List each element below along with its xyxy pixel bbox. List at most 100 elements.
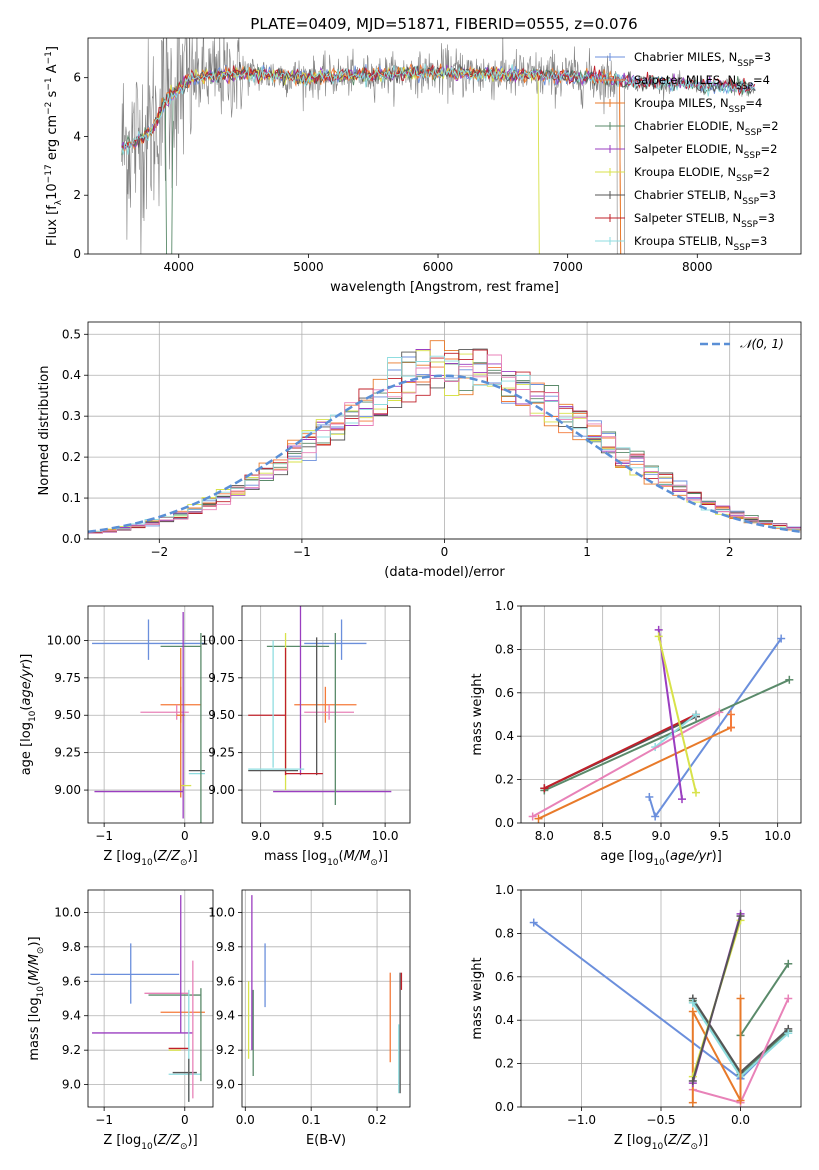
y-axis-label: age [log10(age/yr)]: [19, 654, 38, 776]
axes-frame: [241, 889, 411, 1108]
y-tick-label: 0.4: [495, 729, 514, 743]
weight-marker: [715, 708, 724, 717]
weight-marker: [777, 634, 786, 643]
plot-area: [90, 895, 205, 1102]
x-tick-label: −0.5: [646, 1113, 675, 1127]
x-tick-label: 0: [181, 829, 189, 843]
panel-weight_vs_Z: −1.0 −0.5 0.0 0.0 0.2 0.4 0.6 0.8 1.0 Z [log10(Z/…: [470, 883, 802, 1152]
x-tick-label: 6000: [423, 260, 454, 274]
y-tick-label: 9.50: [208, 708, 235, 722]
weight-marker: [529, 918, 538, 927]
x-tick-label: 10.0: [764, 829, 791, 843]
x-tick-label: −1: [95, 829, 113, 843]
model-chabrier-stelib: [121, 62, 756, 149]
x-tick-label: 9.0: [651, 829, 670, 843]
x-axis-label: Z [log10(Z/Z⊙)]: [614, 1133, 708, 1152]
x-axis-label: age [log10(age/yr)]: [600, 849, 722, 868]
legend-entry: Salpeter ELODIE, NSSP=2: [634, 142, 777, 161]
legend-entry: Kroupa STELIB, NSSP=3: [634, 234, 767, 253]
x-tick-label: 9.0: [251, 829, 270, 843]
histogram-series: [88, 354, 801, 536]
x-tick-label: 10.0: [372, 829, 399, 843]
y-axis-label: Normed distribution: [37, 366, 52, 496]
x-tick-label: 0: [441, 545, 449, 559]
y-axis-label: mass [log10(M/M⊙)]: [27, 936, 46, 1060]
panel-age_vs_Z: −1 0 9.00 9.25 9.50 9.75 10.00 Z [log10(Z/Z⊙)] a…: [19, 605, 214, 868]
y-tick-label: 9.50: [54, 708, 81, 722]
x-axis-label: wavelength [Angstrom, rest frame]: [330, 280, 559, 295]
weight-line: [543, 678, 790, 792]
y-tick-label: 9.0: [216, 1078, 235, 1092]
panel-age_vs_mass: 9.0 9.5 10.0 9.00 9.25 9.50 9.75 10.00 mass [log…: [201, 605, 411, 868]
x-tick-label: −1: [95, 1113, 113, 1127]
legend-entry: Kroupa ELODIE, NSSP=2: [634, 165, 770, 184]
x-tick-label: 4000: [163, 260, 194, 274]
y-tick-label: 1.0: [495, 883, 514, 897]
error-bar-point: [294, 686, 357, 723]
panel-residuals: −2 −1 0 1 2 0.0 0.1 0.2 0.3 0.4 0.5 (data-model)/er…: [37, 321, 802, 580]
y-tick-label: 9.2: [216, 1043, 235, 1057]
y-tick-label: 0.1: [62, 491, 81, 505]
x-tick-label: 8.0: [535, 829, 554, 843]
weight-marker: [654, 632, 663, 641]
model-kroupa-stelib: [121, 63, 756, 155]
panel-weight_vs_age: 8.0 8.5 9.0 9.5 10.0 0.0 0.2 0.4 0.6 0.8 1.0 age [l…: [470, 599, 802, 868]
x-tick-label: 2: [726, 545, 734, 559]
plot-area: [88, 340, 801, 536]
y-tick-label: 9.4: [62, 1009, 81, 1023]
plot-area: [528, 625, 794, 823]
legend-entry: Salpeter STELIB, NSSP=3: [634, 211, 775, 230]
weight-marker: [688, 1098, 697, 1107]
weight-marker: [688, 1007, 697, 1016]
x-tick-label: 0: [181, 1113, 189, 1127]
weight-marker: [678, 795, 686, 804]
error-bar-point: [304, 704, 354, 720]
y-tick-label: 9.75: [208, 671, 235, 685]
y-tick-label: 9.6: [216, 974, 235, 988]
error-bar-point: [140, 704, 189, 720]
weight-marker: [534, 814, 543, 823]
weight-line: [654, 713, 697, 748]
weight-marker: [727, 710, 735, 719]
x-tick-label: 0.2: [368, 1113, 387, 1127]
plot-area: [121, 38, 756, 254]
x-axis-label: Z [log10(Z/Z⊙)]: [103, 1133, 197, 1152]
y-tick-label: 1.0: [495, 599, 514, 613]
panel-mass_vs_Z: −1 0 9.0 9.2 9.4 9.6 9.8 10.0 Z [log10(Z/Z⊙)] mas…: [27, 889, 214, 1152]
axes-frame: [87, 605, 214, 824]
model-salpeter-stelib: [121, 64, 756, 150]
normal-curve: [88, 374, 801, 534]
plot-area: [248, 606, 392, 806]
y-tick-label: 9.25: [208, 746, 235, 760]
x-tick-label: −2: [150, 545, 168, 559]
x-axis-label: E(B-V): [306, 1133, 346, 1148]
weight-marker: [688, 1076, 697, 1085]
y-tick-label: 0.5: [62, 327, 81, 341]
panel-mass_vs_EBV: 0.0 0.1 0.2 9.0 9.2 9.4 9.6 9.8 10.0 E(B-V): [208, 889, 411, 1148]
weight-marker: [736, 1096, 745, 1105]
y-tick-label: 9.00: [208, 783, 235, 797]
y-tick-label: 0.6: [495, 686, 514, 700]
y-tick-label: 0.6: [495, 970, 514, 984]
axes-frame: [87, 321, 802, 540]
x-tick-label: 7000: [552, 260, 583, 274]
x-tick-label: 0.0: [731, 1113, 750, 1127]
y-tick-label: 10.0: [208, 905, 235, 919]
y-tick-label: 0.3: [62, 409, 81, 423]
x-axis-label: (data-model)/error: [384, 565, 505, 580]
plot-area: [247, 895, 403, 1094]
weight-line: [657, 629, 683, 800]
plot-area: [529, 909, 793, 1107]
plot-area: [92, 611, 205, 823]
weight-line: [532, 711, 720, 818]
y-tick-label: 9.00: [54, 783, 81, 797]
error-bar-point: [94, 611, 184, 819]
y-tick-label: 9.4: [216, 1009, 235, 1023]
x-axis-label: mass [log10(M/M⊙)]: [264, 849, 388, 868]
x-tick-label: 9.5: [313, 829, 332, 843]
y-tick-label: 0.2: [62, 450, 81, 464]
y-tick-label: 0.8: [495, 642, 514, 656]
y-tick-label: 0.0: [495, 1100, 514, 1114]
x-tick-label: 0.1: [302, 1113, 321, 1127]
